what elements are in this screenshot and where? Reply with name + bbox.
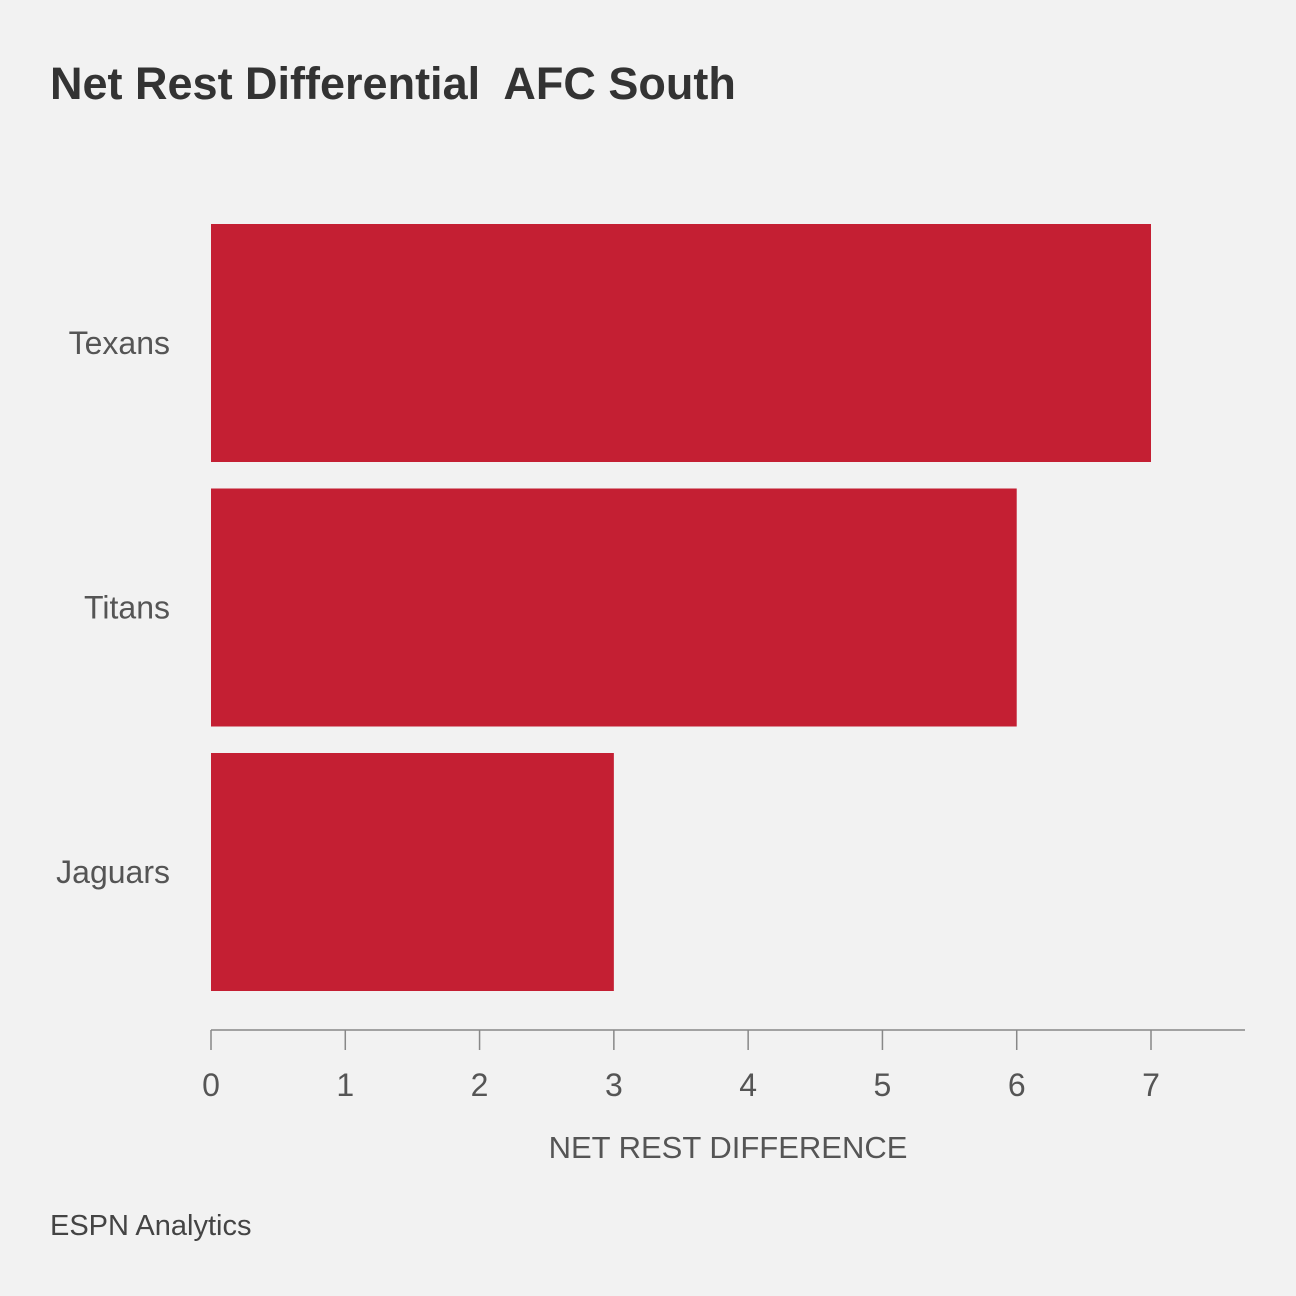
category-label-jaguars: Jaguars xyxy=(56,854,170,890)
category-labels: Texans Titans Jaguars xyxy=(56,325,170,890)
x-tick-label-2: 2 xyxy=(471,1067,489,1103)
chart-title: Net Rest Differential AFC South xyxy=(50,58,736,109)
x-axis-ticks: 0 1 2 3 4 5 6 7 xyxy=(202,1030,1160,1103)
x-tick-label-6: 6 xyxy=(1008,1067,1026,1103)
x-tick-label-0: 0 xyxy=(202,1067,220,1103)
bar-titans xyxy=(211,488,1017,727)
category-label-titans: Titans xyxy=(84,590,170,626)
x-tick-label-1: 1 xyxy=(336,1067,354,1103)
x-tick-label-4: 4 xyxy=(739,1067,757,1103)
category-label-texans: Texans xyxy=(69,325,170,361)
bar-texans xyxy=(211,224,1151,462)
source-credit: ESPN Analytics xyxy=(50,1210,252,1242)
x-tick-label-5: 5 xyxy=(874,1067,892,1103)
bar-jaguars xyxy=(211,753,614,991)
x-axis-title: NET REST DIFFERENCE xyxy=(549,1130,908,1165)
x-tick-label-7: 7 xyxy=(1142,1067,1160,1103)
x-axis: 0 1 2 3 4 5 6 7 xyxy=(202,1029,1245,1103)
bars-group xyxy=(211,224,1151,991)
x-tick-label-3: 3 xyxy=(605,1067,623,1103)
